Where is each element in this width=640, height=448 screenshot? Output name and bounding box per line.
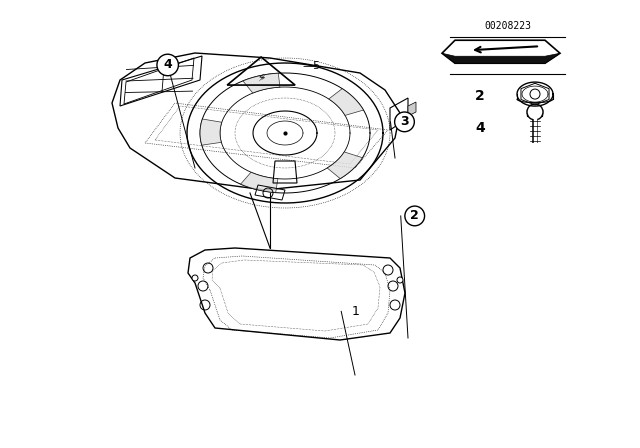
Polygon shape — [200, 119, 222, 145]
Text: 2: 2 — [410, 209, 419, 223]
Circle shape — [527, 104, 543, 120]
Circle shape — [405, 206, 424, 226]
Text: 1: 1 — [351, 305, 359, 318]
Text: —5: —5 — [302, 61, 320, 71]
Polygon shape — [243, 73, 280, 93]
Text: ⚡: ⚡ — [258, 73, 264, 83]
Polygon shape — [241, 172, 278, 193]
Circle shape — [397, 277, 403, 283]
Text: 00208223: 00208223 — [484, 21, 531, 31]
Polygon shape — [442, 53, 560, 63]
Polygon shape — [442, 40, 560, 63]
Circle shape — [157, 54, 179, 76]
Polygon shape — [329, 89, 364, 116]
Text: 2: 2 — [475, 89, 485, 103]
Circle shape — [192, 275, 198, 281]
Text: ⚡: ⚡ — [260, 75, 266, 81]
Polygon shape — [327, 152, 362, 179]
Text: 3: 3 — [400, 115, 409, 129]
Text: 4: 4 — [163, 58, 172, 72]
Polygon shape — [408, 102, 416, 116]
Circle shape — [530, 89, 540, 99]
Circle shape — [395, 112, 414, 132]
FancyBboxPatch shape — [527, 109, 543, 116]
Text: 4: 4 — [475, 121, 485, 135]
